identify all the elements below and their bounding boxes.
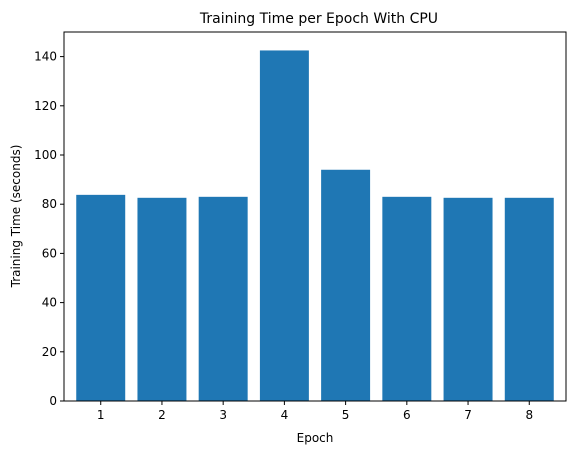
y-ticks: 0 20 40 60 80 100 120 140 <box>34 50 64 408</box>
x-tick-label: 4 <box>281 408 289 422</box>
x-tick-label: 2 <box>158 408 166 422</box>
x-tick-label: 3 <box>219 408 227 422</box>
y-tick-label: 120 <box>34 99 57 113</box>
bar-epoch-3 <box>198 196 248 401</box>
x-tick-label: 6 <box>403 408 411 422</box>
bar-epoch-2 <box>137 197 187 401</box>
y-tick-label: 60 <box>42 246 57 260</box>
bar-epoch-5 <box>321 169 371 401</box>
x-tick-label: 1 <box>97 408 105 422</box>
y-tick-label: 0 <box>49 394 57 408</box>
x-ticks: 1 2 3 4 5 6 7 8 <box>97 401 533 422</box>
y-tick-label: 80 <box>42 197 57 211</box>
x-tick-label: 8 <box>525 408 533 422</box>
plot-frame <box>63 31 567 402</box>
x-tick-label: 7 <box>464 408 472 422</box>
y-axis-label: Training Time (seconds) <box>9 145 23 289</box>
y-tick-label: 100 <box>34 148 57 162</box>
chart-title: Training Time per Epoch With CPU <box>199 11 438 27</box>
bar-epoch-1 <box>76 194 126 401</box>
y-tick-label: 40 <box>42 296 57 310</box>
bars-group <box>76 50 554 401</box>
bar-epoch-6 <box>382 196 432 401</box>
y-tick-label: 20 <box>42 345 57 359</box>
y-tick-label: 140 <box>34 50 57 64</box>
bar-epoch-8 <box>504 197 554 401</box>
bar-epoch-7 <box>443 197 493 401</box>
x-axis-label: Epoch <box>297 431 334 445</box>
x-tick-label: 5 <box>342 408 350 422</box>
bar-epoch-4 <box>259 50 309 401</box>
